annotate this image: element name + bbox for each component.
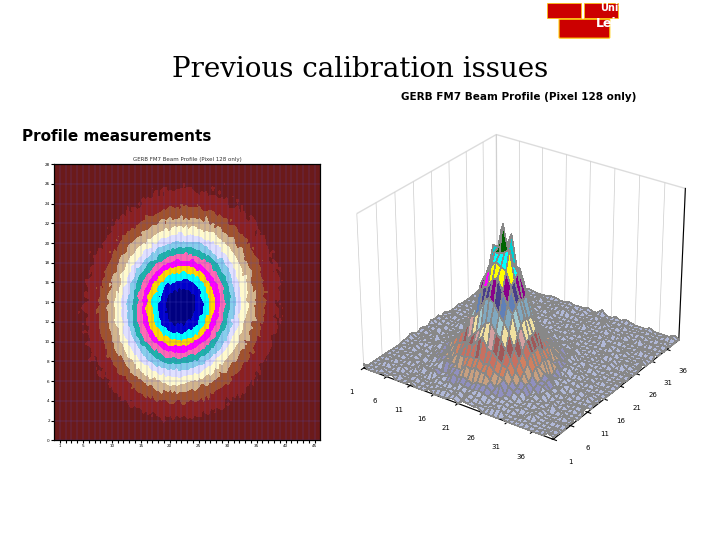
Text: of: of xyxy=(624,10,633,19)
Bar xyxy=(585,3,618,18)
Text: 27 April 2005: 27 April 2005 xyxy=(594,513,698,527)
Title: GERB FM7 Beam Profile (Pixel 128 only): GERB FM7 Beam Profile (Pixel 128 only) xyxy=(401,92,636,102)
Title: GERB FM7 Beam Profile (Pixel 128 only): GERB FM7 Beam Profile (Pixel 128 only) xyxy=(132,157,242,163)
FancyBboxPatch shape xyxy=(559,19,610,38)
Bar xyxy=(547,3,581,18)
Text: GERB Detector & Calibration Facility Status: GERB Detector & Calibration Facility Sta… xyxy=(11,14,336,26)
Text: Profile measurements: Profile measurements xyxy=(22,129,211,144)
Text: Leicester: Leicester xyxy=(596,17,661,30)
Text: Previous calibration issues: Previous calibration issues xyxy=(172,56,548,83)
Text: University: University xyxy=(600,3,657,13)
